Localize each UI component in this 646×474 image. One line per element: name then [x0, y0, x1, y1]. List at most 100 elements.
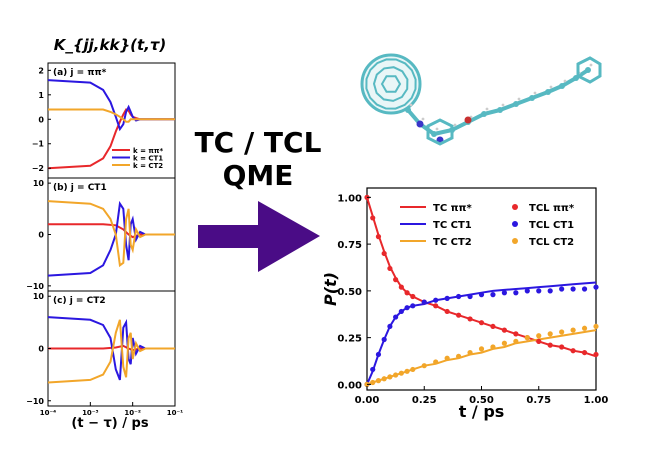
tcl-data-point — [387, 323, 393, 330]
y-axis-label: P(t) — [321, 272, 340, 306]
tcl-data-point — [593, 284, 599, 290]
tcl-data-point — [467, 349, 473, 356]
kernel-panel-3: 10 0 −10 (c) j = CT2 — [26, 290, 176, 407]
tcl-data-point — [433, 303, 439, 309]
panel-label: (c) j = CT2 — [53, 296, 106, 306]
kernel-panel-2: 10 0 −10 (b) j = CT1 — [26, 177, 176, 292]
kernel-series-line — [47, 79, 175, 132]
tcl-data-point — [478, 320, 485, 326]
molecule-illustration — [360, 53, 602, 146]
tcl-data-point — [398, 308, 404, 315]
y-tick-label: −10 — [26, 282, 44, 291]
x-tick-label: 0.75 — [526, 395, 551, 406]
tcl-data-point — [536, 333, 542, 339]
tcl-data-point — [581, 325, 588, 331]
tcl-data-point — [467, 293, 473, 300]
y-tick-label: 0.75 — [337, 240, 362, 251]
tcl-data-point — [456, 353, 462, 359]
tcl-data-point — [490, 323, 496, 330]
kernel-series-line — [47, 200, 175, 268]
x-tick-label: 0.25 — [412, 395, 437, 406]
tcl-data-point — [536, 338, 542, 344]
tcl-data-point — [581, 349, 588, 356]
hydrogen-atom — [517, 97, 521, 101]
tcl-data-point — [410, 366, 416, 373]
hydrogen-atom — [501, 103, 505, 107]
porphyrin-ring — [426, 118, 454, 146]
tcl-data-point — [387, 374, 393, 380]
tcl-data-point — [478, 292, 485, 298]
chain-atom — [545, 89, 551, 95]
fullerene-ring — [372, 66, 409, 102]
kernel-panels: 210−1−2(a) j = ππ*100−10(b) j = CT1100−1… — [26, 62, 176, 407]
hydrogen-atom — [549, 85, 553, 89]
legend-entry: TCL ππ* — [529, 203, 575, 214]
legend-entry: TCL CT1 — [529, 220, 574, 231]
legend-swatch — [512, 221, 518, 227]
fullerene-outline — [360, 53, 422, 115]
hydrogen-atom — [453, 123, 457, 127]
tcl-data-point — [547, 342, 553, 348]
tcl-data-point — [559, 344, 565, 350]
phenyl-ring — [576, 56, 602, 84]
y-tick-label: 1 — [38, 91, 44, 100]
tcl-data-point — [393, 372, 399, 378]
tcl-data-point — [410, 293, 416, 300]
tcl-data-point — [570, 286, 576, 292]
x-tick-label: 0.00 — [355, 395, 380, 406]
hydrogen-atom — [589, 63, 593, 67]
kernel-title: K_{jj,kk}(t,τ) — [54, 36, 167, 54]
x-tick-label: 10⁻² — [124, 409, 141, 417]
chain-atom — [513, 101, 519, 107]
y-tick-label: −1 — [32, 140, 45, 149]
y-tick-label: 2 — [38, 66, 44, 75]
tcl-data-point — [593, 351, 599, 358]
x-tick-label: 10⁻⁴ — [40, 409, 57, 417]
molecule-chain — [405, 56, 602, 146]
tcl-data-point — [375, 351, 382, 358]
tcl-data-point — [559, 329, 565, 335]
method-title: TC / TCL — [195, 126, 322, 159]
oxygen-atom — [464, 116, 472, 124]
tcl-data-point — [524, 335, 530, 341]
y-tick-label: −10 — [26, 397, 44, 406]
fullerene-ring — [380, 75, 402, 93]
tcl-data-point — [456, 293, 462, 300]
y-tick-label: 0.25 — [337, 334, 362, 345]
chain-atom — [431, 131, 437, 137]
tcl-data-point — [404, 368, 410, 374]
x-tick-label: 0.50 — [469, 395, 494, 406]
y-tick-label: 0 — [38, 115, 44, 124]
fullerene-ball — [360, 53, 422, 115]
tcl-data-point — [593, 323, 599, 330]
tcl-data-point — [444, 355, 450, 361]
legend-entry: TC CT1 — [433, 220, 472, 231]
legend-entry: k = ππ* — [133, 147, 163, 155]
tcl-data-point — [467, 316, 473, 322]
tcl-data-point — [559, 286, 565, 292]
tcl-data-point — [444, 308, 450, 315]
nitrogen-atom — [416, 120, 424, 128]
tcl-data-point — [393, 314, 399, 320]
tcl-data-point — [370, 215, 376, 221]
method-subtitle: QME — [223, 159, 294, 192]
tcl-data-point — [524, 288, 530, 294]
tcl-data-point — [404, 305, 410, 311]
tcl-data-point — [547, 288, 553, 294]
tcl-data-point — [513, 331, 519, 337]
tcl-data-point — [398, 284, 404, 290]
hydrogen-atom — [563, 79, 567, 83]
hydrogen-atom — [533, 91, 537, 95]
tcl-data-point — [444, 295, 450, 301]
tcl-data-point — [501, 340, 507, 346]
y-tick-label: 0.00 — [337, 380, 362, 391]
y-tick-label: 10 — [33, 179, 45, 188]
panel-label: (b) j = CT1 — [53, 183, 107, 193]
legend-entry: TC ππ* — [433, 203, 472, 214]
tcl-data-point — [456, 312, 462, 318]
tcl-data-point — [393, 277, 399, 283]
tc-series-line — [366, 329, 597, 386]
y-tick-label: 10 — [33, 292, 45, 301]
tcl-data-point — [381, 250, 387, 257]
kernel-x-label: (t − τ) / ps — [71, 416, 148, 431]
